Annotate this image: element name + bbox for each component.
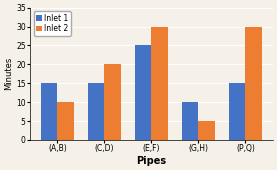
Legend: Inlet 1, Inlet 2: Inlet 1, Inlet 2 [34, 12, 71, 36]
Bar [104, 64, 121, 140]
Bar [41, 83, 57, 140]
Bar [245, 27, 262, 140]
Bar [57, 102, 74, 140]
Bar [182, 102, 198, 140]
Bar [229, 83, 245, 140]
Y-axis label: Minutes: Minutes [4, 57, 13, 90]
X-axis label: Pipes: Pipes [136, 156, 166, 166]
Bar [135, 45, 151, 140]
Bar [151, 27, 168, 140]
Bar [198, 121, 215, 140]
Bar [88, 83, 104, 140]
